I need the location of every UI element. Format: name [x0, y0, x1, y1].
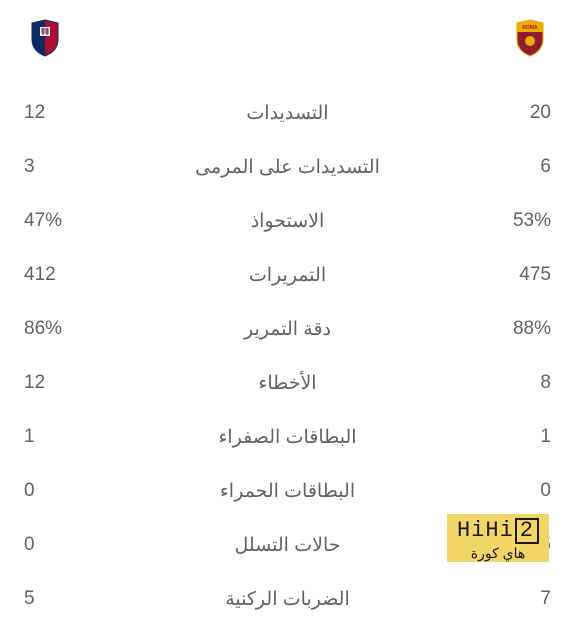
stat-right-value: 0	[471, 480, 551, 502]
teams-logos-row: ROMA	[24, 18, 551, 58]
stat-label: دقة التمرير	[104, 318, 471, 341]
svg-text:ROMA: ROMA	[522, 25, 538, 31]
watermark-badge: HiHi2 هاي كورة	[447, 514, 549, 562]
stat-row: 12 الأخطاء 8	[24, 356, 551, 410]
stat-row: 5 الضربات الركنية 7	[24, 572, 551, 626]
stat-right-value: 1	[471, 426, 551, 448]
stat-row: 3 التسديدات على المرمى 6	[24, 140, 551, 194]
stat-left-value: 3	[24, 156, 104, 178]
stat-right-value: 20	[471, 102, 551, 124]
stat-left-value: 86%	[24, 318, 104, 340]
stat-row: 0 البطاقات الحمراء 0	[24, 464, 551, 518]
stat-label: الضربات الركنية	[104, 588, 471, 611]
stat-label: البطاقات الحمراء	[104, 480, 471, 503]
stat-right-value: 475	[471, 264, 551, 286]
stat-left-value: 1	[24, 426, 104, 448]
stat-label: الأخطاء	[104, 372, 471, 395]
stat-left-value: 12	[24, 102, 104, 124]
team-left-crest	[28, 18, 62, 58]
stat-row: 86% دقة التمرير 88%	[24, 302, 551, 356]
team-right-crest: ROMA	[513, 18, 547, 58]
watermark-top-text: HiHi2	[457, 518, 539, 544]
stat-label: حالات التسلل	[104, 534, 471, 557]
stat-label: التسديدات على المرمى	[104, 156, 471, 179]
stat-label: الاستحواذ	[104, 210, 471, 233]
stat-right-value: 6	[471, 156, 551, 178]
stat-right-value: 88%	[471, 318, 551, 340]
stat-right-value: 53%	[471, 210, 551, 232]
stat-right-value: 8	[471, 372, 551, 394]
stat-row: 12 التسديدات 20	[24, 86, 551, 140]
stat-left-value: 412	[24, 264, 104, 286]
stat-left-value: 0	[24, 480, 104, 502]
roma-crest-icon: ROMA	[515, 19, 545, 57]
stat-label: التسديدات	[104, 102, 471, 125]
stat-left-value: 47%	[24, 210, 104, 232]
stat-label: البطاقات الصفراء	[104, 426, 471, 449]
stat-row: 1 البطاقات الصفراء 1	[24, 410, 551, 464]
stat-left-value: 12	[24, 372, 104, 394]
stat-right-value: 7	[471, 588, 551, 610]
stat-left-value: 0	[24, 534, 104, 556]
stat-label: التمريرات	[104, 264, 471, 287]
stat-row: 47% الاستحواذ 53%	[24, 194, 551, 248]
stat-row: 412 التمريرات 475	[24, 248, 551, 302]
watermark-bottom-text: هاي كورة	[457, 546, 539, 560]
cagliari-crest-icon	[30, 19, 60, 57]
stat-left-value: 5	[24, 588, 104, 610]
